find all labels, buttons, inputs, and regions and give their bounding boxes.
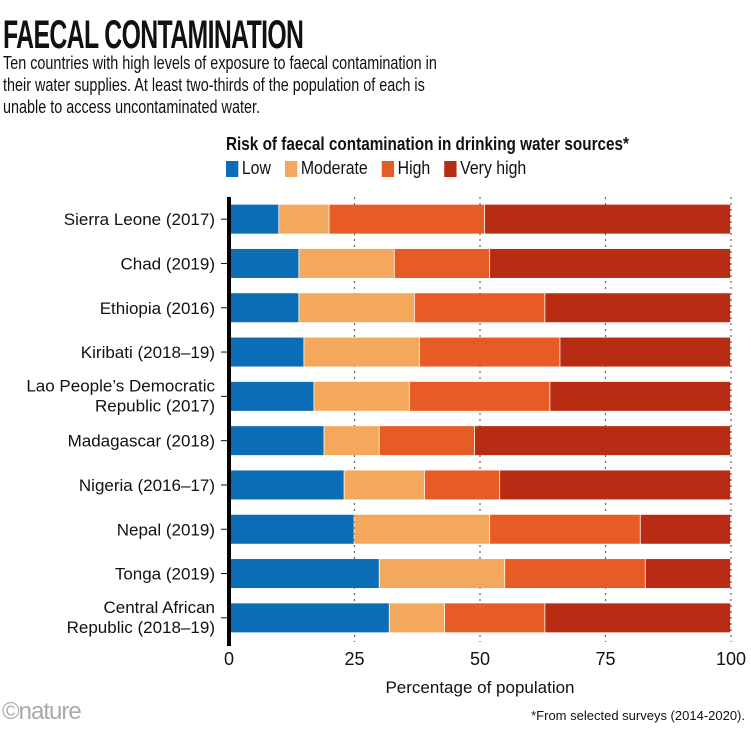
bar-high	[409, 381, 550, 411]
nature-logo: ©nature	[2, 698, 82, 725]
category-label-line: Central African	[104, 598, 216, 617]
bar-very-high	[550, 381, 731, 411]
category-label: Central African Republic (2018–19)	[67, 598, 215, 637]
bar-low	[229, 381, 314, 411]
bar-moderate	[389, 603, 445, 633]
bar-high	[419, 337, 560, 367]
category-label: Tonga (2019)	[115, 565, 215, 584]
category-label: Ethiopia (2016)	[100, 299, 215, 318]
category-label-line: Nepal (2019)	[117, 520, 215, 539]
legend-label: High	[397, 158, 431, 178]
x-axis-label: Percentage of population	[385, 678, 574, 697]
category-label: Chad (2019)	[120, 254, 215, 273]
category-label-line: Republic (2018–19)	[67, 618, 215, 637]
bar-moderate	[279, 204, 329, 234]
bar-very-high	[545, 293, 731, 323]
bar-moderate	[324, 426, 379, 456]
bar-low	[229, 603, 389, 633]
footnote: *From selected surveys (2014-2020).	[531, 708, 745, 723]
bar-high	[424, 470, 500, 500]
bar-very-high	[645, 559, 731, 589]
category-label: Nigeria (2016–17)	[79, 476, 215, 495]
bar-low	[229, 559, 379, 589]
x-tick-label: 50	[470, 649, 490, 669]
x-tick-label: 25	[344, 649, 364, 669]
bar-high	[505, 559, 645, 589]
bar-low	[229, 426, 324, 456]
bar-high	[444, 603, 545, 633]
bar-moderate	[304, 337, 419, 367]
bar-moderate	[379, 559, 505, 589]
legend-label: Low	[241, 158, 271, 178]
x-tick-label: 75	[595, 649, 615, 669]
bar-very-high	[485, 204, 731, 234]
category-label: Kiribati (2018–19)	[81, 343, 215, 362]
bar-high	[490, 514, 640, 544]
bar-low	[229, 293, 299, 323]
bar-moderate	[354, 514, 490, 544]
category-label: Madagascar (2018)	[68, 432, 215, 451]
legend-label: Moderate	[300, 158, 368, 178]
bar-high	[414, 293, 545, 323]
legend-item-moderate: Moderate	[284, 158, 368, 179]
bar-moderate	[299, 248, 394, 278]
category-label-line: Tonga (2019)	[115, 565, 215, 584]
bar-low	[229, 248, 299, 278]
legend-swatch	[226, 160, 239, 177]
legend-title: Risk of faecal contamination in drinking…	[226, 134, 630, 154]
bar-very-high	[500, 470, 731, 500]
bar-high	[329, 204, 485, 234]
x-tick-label: 0	[224, 649, 234, 669]
chart-subtitle: Ten countries with high levels of exposu…	[3, 53, 437, 117]
category-label-line: Sierra Leone (2017)	[64, 210, 215, 229]
category-label: Sierra Leone (2017)	[64, 210, 215, 229]
bar-low	[229, 470, 344, 500]
category-label-line: Lao People’s Democratic	[26, 376, 215, 395]
bar-low	[229, 514, 354, 544]
chart-title: FAECAL CONTAMINATION	[3, 13, 304, 57]
legend-swatch	[284, 160, 298, 177]
legend-swatch	[444, 160, 457, 177]
category-label-line: Republic (2017)	[95, 396, 215, 415]
bar-low	[229, 337, 304, 367]
bar-very-high	[640, 514, 731, 544]
bar-moderate	[299, 293, 414, 323]
bar-very-high	[490, 248, 731, 278]
category-label: Nepal (2019)	[117, 520, 215, 539]
legend: Low Moderate High Very high	[226, 158, 526, 179]
category-label-line: Madagascar (2018)	[68, 432, 215, 451]
category-label-line: Chad (2019)	[120, 254, 215, 273]
bar-low	[229, 204, 279, 234]
bar-high	[394, 248, 490, 278]
legend-swatch	[381, 160, 395, 177]
bar-moderate	[314, 381, 409, 411]
category-label-line: Kiribati (2018–19)	[81, 343, 215, 362]
bar-very-high	[474, 426, 731, 456]
legend-item-high: High	[381, 158, 431, 179]
bar-very-high	[560, 337, 731, 367]
category-label-line: Ethiopia (2016)	[100, 299, 215, 318]
category-label: Lao People’s Democratic Republic (2017)	[26, 376, 215, 415]
bar-very-high	[545, 603, 731, 633]
category-label-line: Nigeria (2016–17)	[79, 476, 215, 495]
legend-item-low: Low	[226, 158, 271, 179]
bar-high	[379, 426, 475, 456]
x-tick-label: 100	[716, 649, 746, 669]
legend-label: Very high	[460, 158, 527, 178]
legend-item-very-high: Very high	[444, 158, 526, 179]
bar-moderate	[344, 470, 424, 500]
